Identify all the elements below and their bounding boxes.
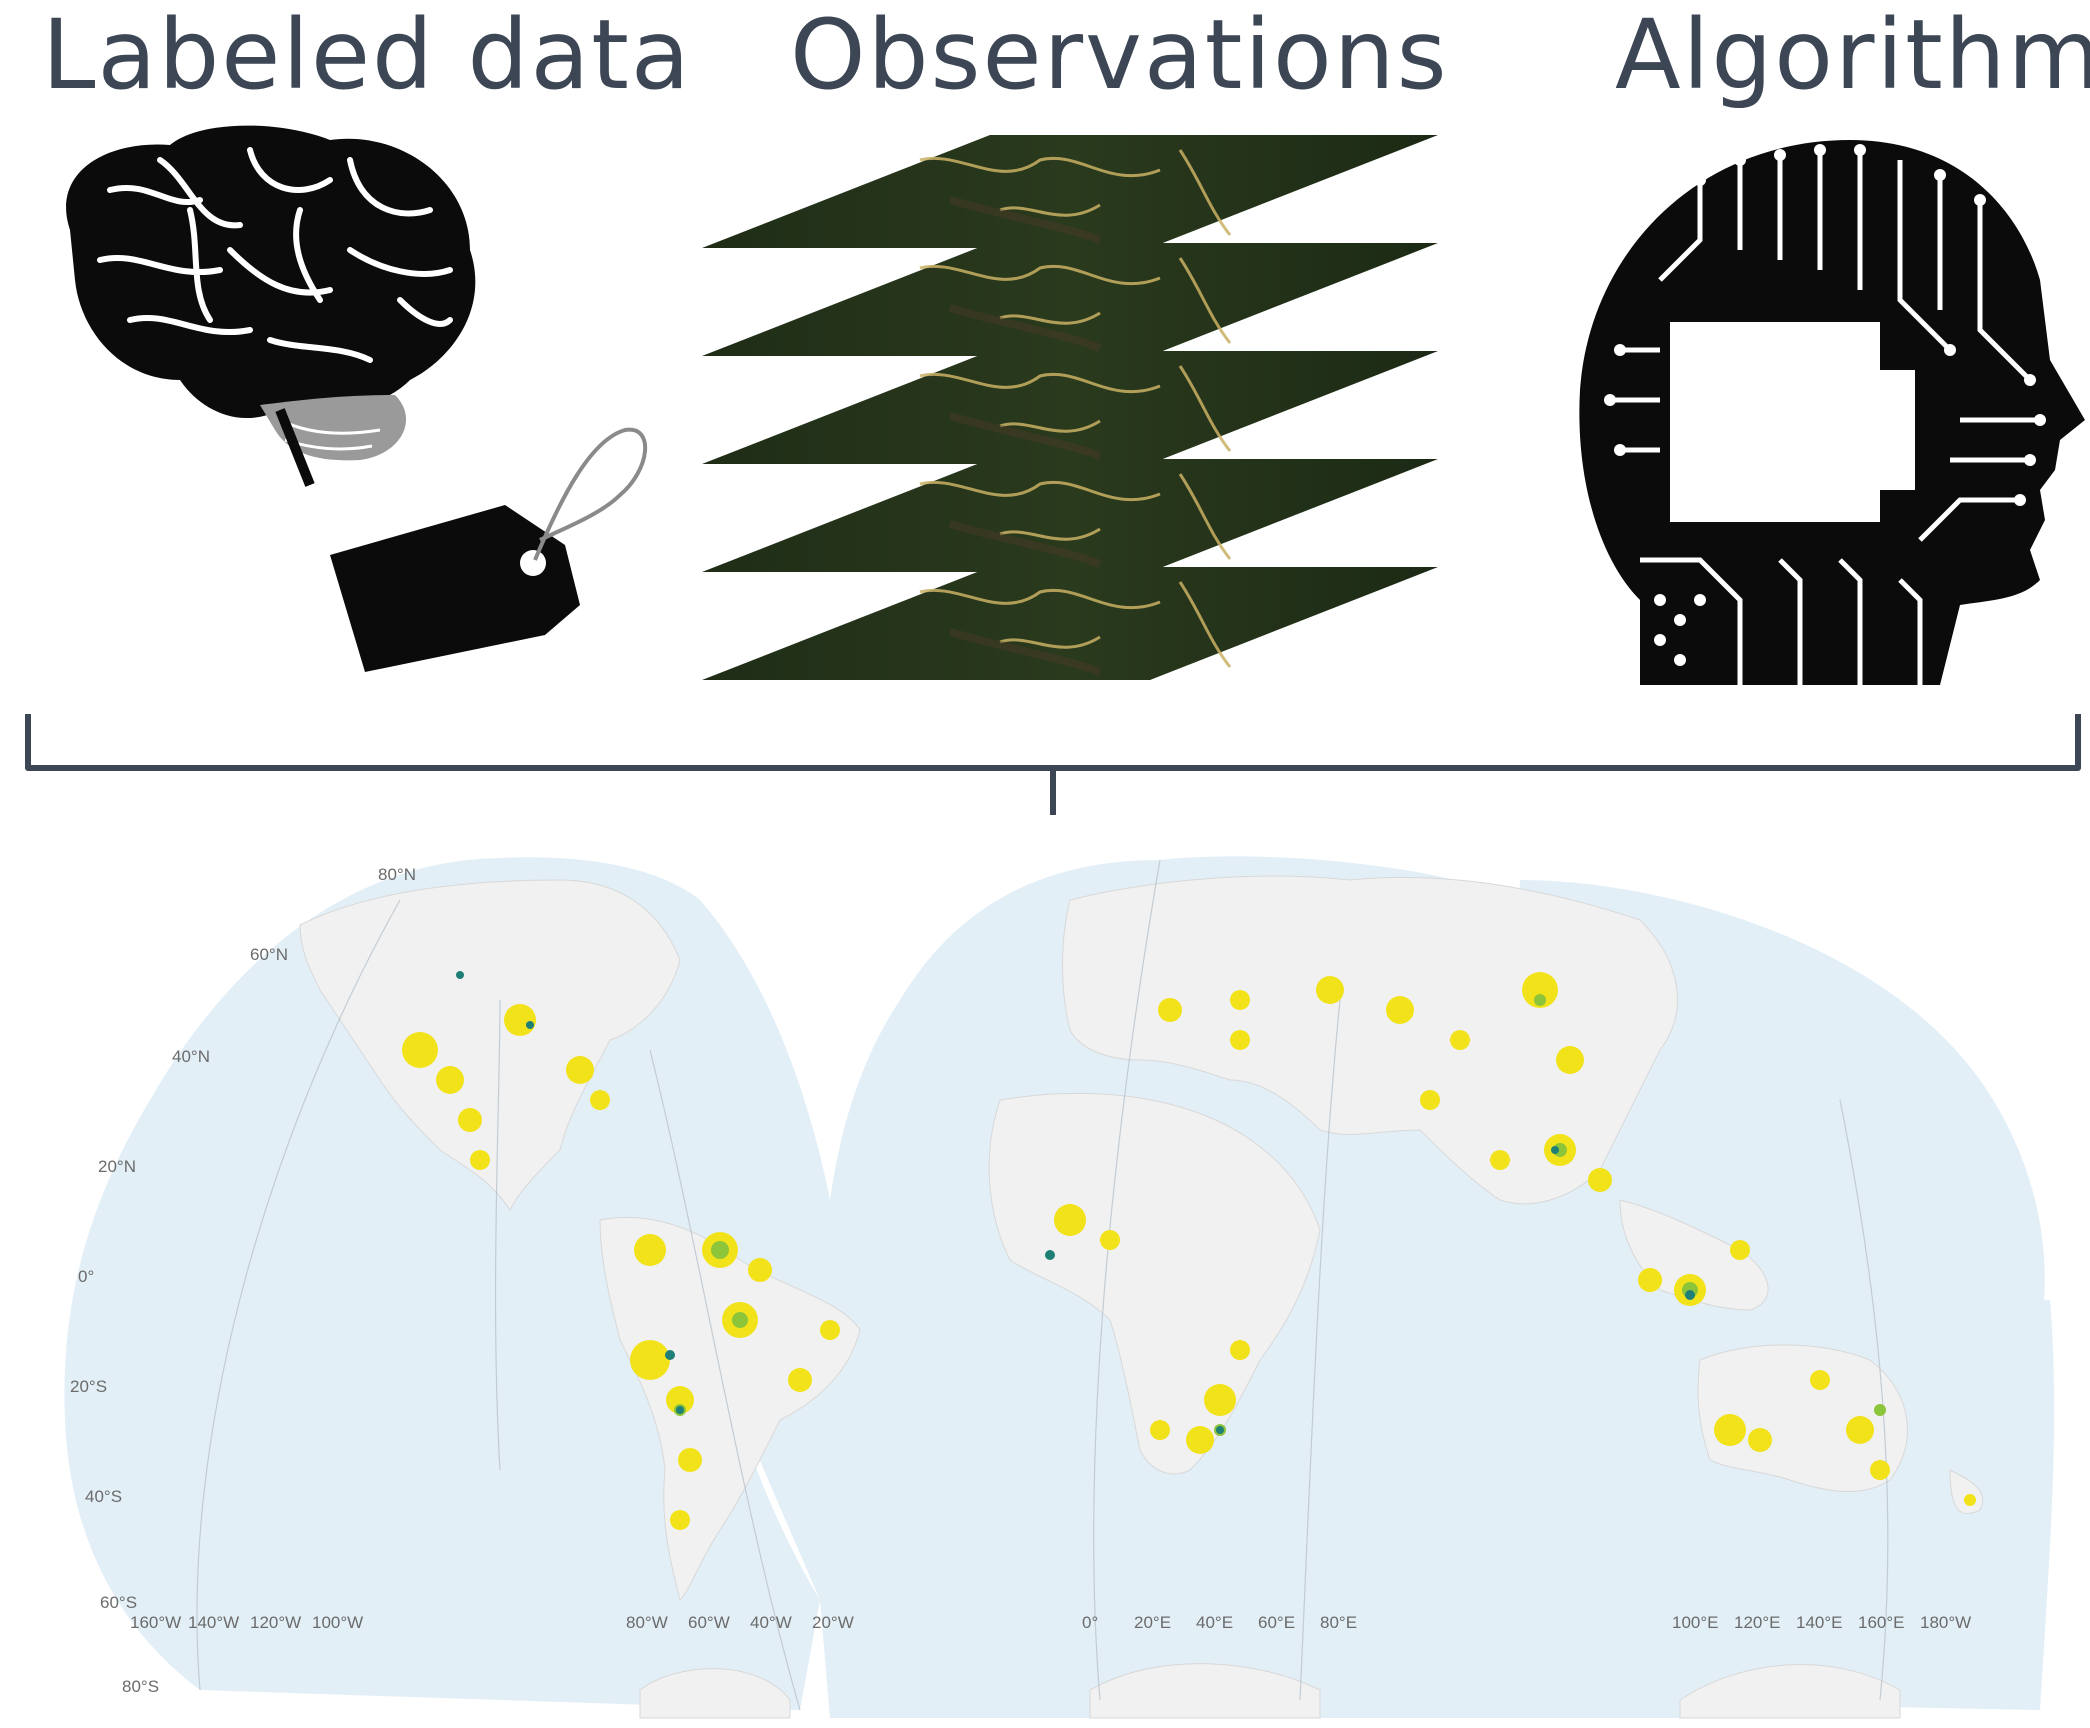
antarctica — [1089, 1663, 1321, 1719]
circuit-head-icon — [1579, 140, 2085, 685]
lon-label: 60°E — [1258, 1613, 1295, 1632]
australia — [1697, 1344, 1908, 1492]
lon-label: 20°E — [1134, 1613, 1171, 1632]
latitude-labels: 80°N 60°N 40°N 20°N 0° 20°S 40°S 60°S 80… — [70, 865, 416, 1696]
lon-label: 80°W — [626, 1613, 668, 1632]
lon-label: 140°E — [1796, 1613, 1843, 1632]
heading-labeled-data: Labeled data — [42, 0, 692, 111]
lat-label: 60°S — [100, 1593, 137, 1612]
heading-algorithm: Algorithm — [1615, 0, 2090, 111]
lon-label: 0° — [1082, 1613, 1098, 1632]
longitude-labels: 160°W 140°W 120°W 100°W 80°W 60°W 40°W 2… — [130, 1613, 1971, 1632]
north-america — [299, 879, 681, 1211]
lon-label: 160°E — [1858, 1613, 1905, 1632]
lat-label: 40°S — [85, 1487, 122, 1506]
hotspots-mid — [674, 994, 1886, 1436]
lat-label: 20°S — [70, 1377, 107, 1396]
lat-label: 80°N — [378, 865, 416, 884]
antarctica-sam — [639, 1668, 791, 1719]
image-tile — [702, 243, 1438, 356]
image-tile — [702, 135, 1438, 248]
lat-label: 60°N — [250, 945, 288, 964]
lat-label: 0° — [78, 1267, 94, 1286]
lon-label: 40°W — [750, 1613, 792, 1632]
lon-label: 80°E — [1320, 1613, 1357, 1632]
antarctica-west — [1679, 1664, 1901, 1719]
lon-label: 140°W — [188, 1613, 239, 1632]
tag-icon — [330, 427, 648, 672]
lon-label: 60°W — [688, 1613, 730, 1632]
lon-label: 40°E — [1196, 1613, 1233, 1632]
lat-label: 80°S — [122, 1677, 159, 1696]
brain-icon — [66, 125, 476, 487]
prediction-hotspots — [402, 971, 1976, 1530]
lon-label: 120°E — [1734, 1613, 1781, 1632]
satellite-image-stack — [702, 135, 1438, 680]
graticule — [196, 859, 1889, 1711]
lon-label: 100°E — [1672, 1613, 1719, 1632]
south-america — [599, 1216, 861, 1601]
lon-label: 160°W — [130, 1613, 181, 1632]
image-tile — [702, 459, 1438, 572]
heading-observations: Observations — [790, 0, 1449, 111]
lon-label: 180°W — [1920, 1613, 1971, 1632]
lon-label: 20°W — [812, 1613, 854, 1632]
bracket — [25, 714, 2081, 815]
lon-label: 100°W — [312, 1613, 363, 1632]
image-tile — [702, 567, 1438, 680]
hotspots-high — [456, 971, 1695, 1434]
land — [299, 875, 1984, 1719]
world-map: 80°N 60°N 40°N 20°N 0° 20°S 40°S 60°S 80… — [64, 856, 2055, 1719]
lat-label: 40°N — [172, 1047, 210, 1066]
lat-label: 20°N — [98, 1157, 136, 1176]
lon-label: 120°W — [250, 1613, 301, 1632]
europe-asia — [1062, 875, 1678, 1205]
image-tile — [702, 351, 1438, 464]
hotspots-low — [402, 972, 1976, 1530]
